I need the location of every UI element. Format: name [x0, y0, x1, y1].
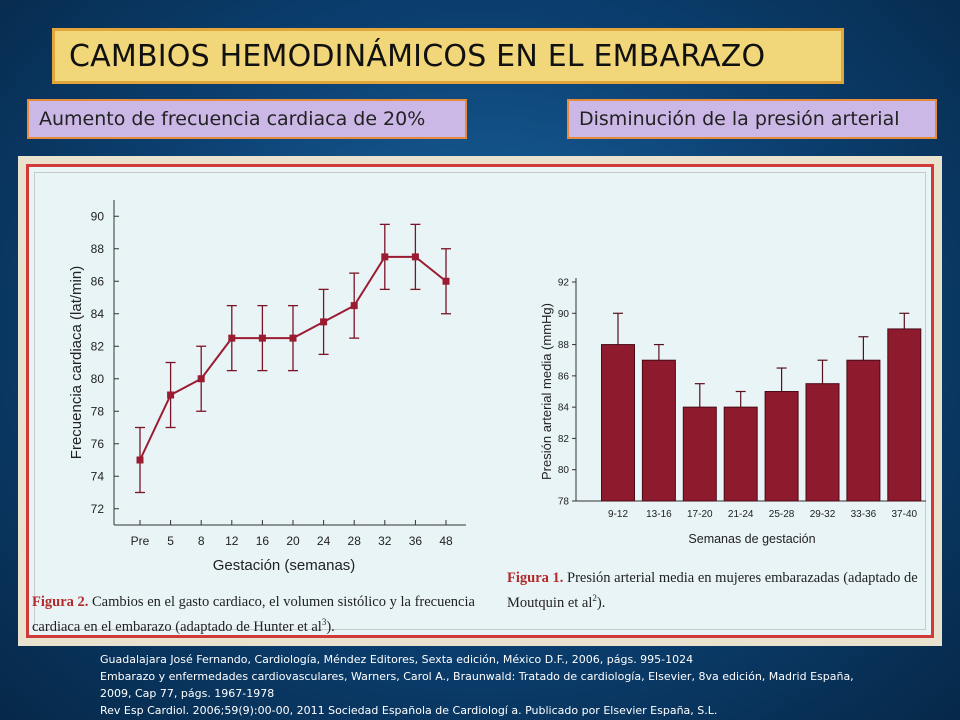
figure-2-label: Figura 2.	[32, 594, 89, 610]
figure-1-text-2: Moutquin et al	[507, 594, 593, 611]
figure-panel: 72 74 76 78 80 82 84 86 88 90 Pre 5 8 12 16 20 24 28 32 36 4…	[18, 156, 942, 646]
reference-line: Guadalajara José Fernando, Cardiología, …	[100, 653, 694, 666]
heart-rate-line-chart: 72 74 76 78 80 82 84 86 88 90 Pre 5 8 12 16 20 24 28 32 36 4…	[68, 200, 466, 574]
x-tick-label: 8	[198, 534, 205, 548]
figure-panel-frame	[34, 172, 926, 630]
figure-1-end: ).	[596, 594, 606, 611]
references: Guadalajara José Fernando, Cardiología, …	[100, 651, 950, 719]
bar	[764, 391, 799, 502]
slide-title: CAMBIOS HEMODINÁMICOS EN EL EMBARAZO	[52, 28, 844, 84]
data-point	[320, 318, 328, 326]
y-tick-label: 86	[91, 274, 105, 288]
y-tick-label: 84	[91, 307, 105, 321]
reference-line: Embarazo y enfermedades cardiovasculares…	[100, 670, 854, 683]
bar	[682, 406, 717, 502]
data-point	[197, 375, 205, 383]
x-tick-label: 48	[439, 534, 453, 548]
y-tick-label: 82	[558, 434, 570, 445]
data-point	[442, 277, 450, 285]
x-tick-label: 16	[256, 534, 270, 548]
figure-1-text-1: Presión arterial media en mujeres embara…	[563, 570, 918, 586]
reference-line: 2009, Cap 77, págs. 1967-1978	[100, 687, 275, 700]
data-point	[136, 456, 144, 464]
bar	[601, 344, 635, 502]
figure-1-sup: 2	[592, 593, 597, 603]
data-point	[167, 391, 175, 399]
y-tick-label: 88	[91, 242, 105, 256]
y-tick-label: 76	[91, 437, 105, 451]
y-axis-label: Frecuencia cardiaca (lat/min)	[68, 266, 85, 459]
data-point	[258, 334, 266, 342]
x-tick-label: 20	[286, 534, 300, 548]
bar	[723, 406, 758, 502]
bar	[887, 328, 922, 502]
x-tick-label: 13-16	[646, 509, 672, 520]
blood-pressure-bar-chart: 78 80 82 84 86 88 90 92 9-12 13-16 17-20 21-24 25-28…	[539, 278, 926, 546]
figure-2-sup: 3	[321, 617, 327, 627]
x-axis-label: Semanas de gestación	[688, 532, 815, 546]
slide-title-text: CAMBIOS HEMODINÁMICOS EN EL EMBARAZO	[69, 38, 766, 74]
bar	[805, 383, 840, 502]
heart-rate-subtitle-text: Aumento de frecuencia cardiaca de 20%	[39, 108, 426, 130]
reference-line: Rev Esp Cardiol. 2006;59(9):00-00, 2011 …	[100, 704, 718, 717]
x-tick-label: 12	[225, 534, 239, 548]
heart-rate-subtitle: Aumento de frecuencia cardiaca de 20%	[27, 99, 467, 139]
y-tick-label: 92	[558, 278, 570, 289]
x-tick-label: 36	[409, 534, 423, 548]
data-point	[228, 334, 236, 342]
blood-pressure-subtitle: Disminución de la presión arterial	[567, 99, 937, 139]
figure-2-end: ).	[326, 618, 335, 635]
y-tick-label: 78	[558, 497, 570, 508]
y-axis-label: Presión arterial media (mmHg)	[539, 303, 554, 480]
figure-1-label: Figura 1.	[507, 570, 564, 586]
y-tick-label: 80	[91, 372, 105, 386]
y-tick-label: 90	[558, 309, 570, 320]
y-tick-label: 86	[558, 371, 570, 382]
x-tick-label: 21-24	[728, 509, 754, 520]
x-tick-label: 29-32	[810, 509, 836, 520]
data-point	[411, 253, 419, 261]
x-tick-label: 25-28	[769, 509, 795, 520]
bar	[846, 359, 881, 502]
blood-pressure-subtitle-text: Disminución de la presión arterial	[579, 108, 900, 130]
y-tick-label: 82	[91, 339, 105, 353]
x-tick-label: 37-40	[892, 509, 918, 520]
x-tick-label: 24	[317, 534, 331, 548]
y-tick-label: 90	[91, 209, 105, 223]
y-tick-label: 80	[558, 465, 570, 476]
x-tick-label: 32	[378, 534, 392, 548]
data-point	[289, 334, 297, 342]
figure-1-caption: Figura 1. Presión arterial media en muje…	[507, 568, 934, 613]
x-axis-label: Gestación (semanas)	[213, 557, 356, 574]
figure-2-text-2: cardiaca en el embarazo (adaptado de Hun…	[32, 618, 322, 635]
y-tick-label: 88	[558, 340, 570, 351]
x-tick-label: 33-36	[851, 509, 877, 520]
x-tick-label: 9-12	[608, 509, 628, 520]
data-point	[381, 253, 389, 261]
data-point	[350, 302, 358, 310]
y-tick-label: 84	[558, 403, 570, 414]
x-tick-label: Pre	[131, 534, 150, 548]
bar	[641, 359, 676, 502]
figure-2-text-1: Cambios en el gasto cardiaco, el volumen…	[88, 594, 475, 610]
x-tick-label: 17-20	[687, 509, 713, 520]
x-tick-label: 5	[167, 534, 174, 548]
y-tick-label: 72	[91, 502, 105, 516]
y-tick-label: 74	[91, 469, 105, 483]
figure-2-caption: Figura 2. Cambios en el gasto cardiaco, …	[32, 592, 522, 637]
x-tick-label: 28	[348, 534, 362, 548]
y-tick-label: 78	[91, 404, 105, 418]
